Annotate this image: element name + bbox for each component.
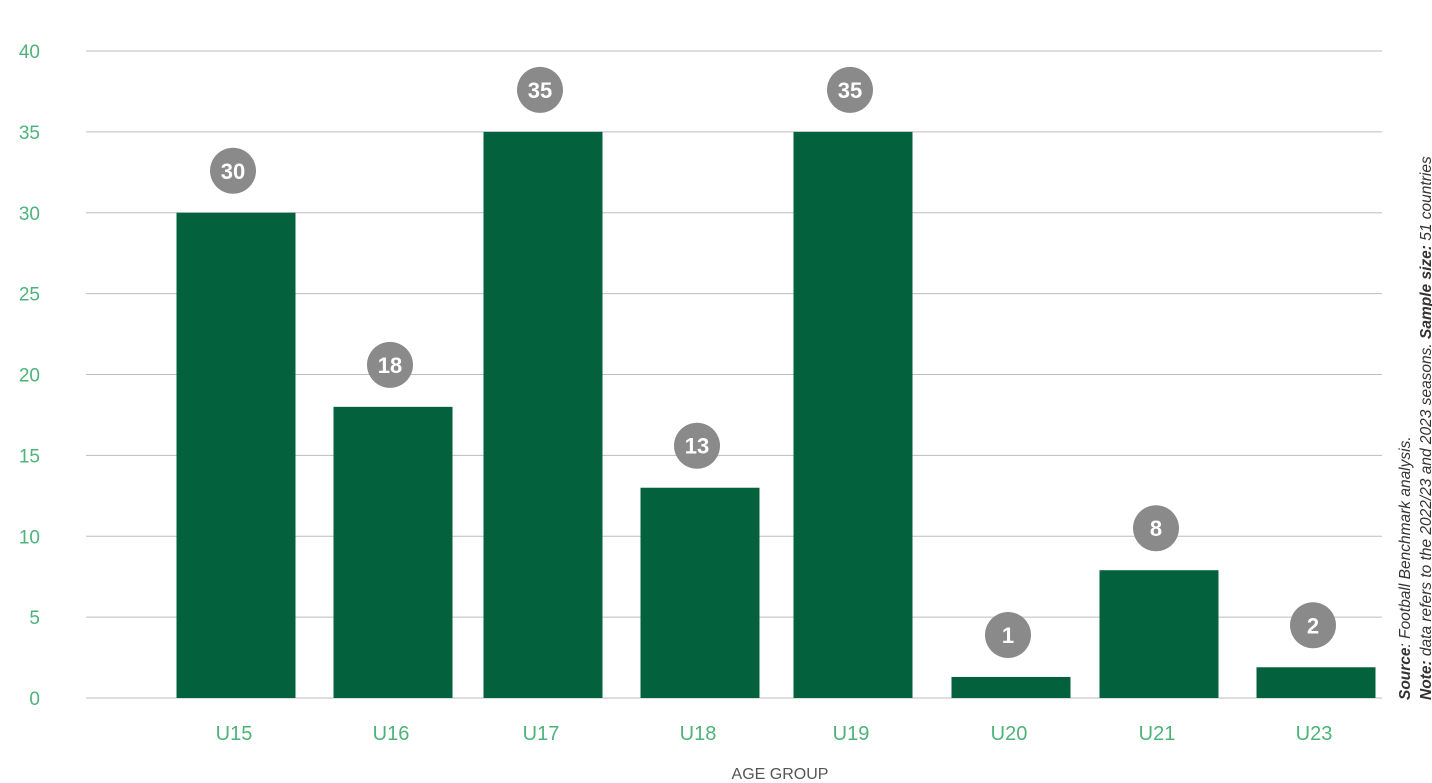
y-tick-35: 35	[19, 123, 40, 144]
x-tick-U19: U19	[833, 723, 870, 745]
data-label-bubble-U17	[517, 66, 563, 113]
y-tick-0: 0	[29, 689, 40, 710]
x-axis-tick-labels: U15 U16 U17 U18 U19 U20 U21 U23	[216, 723, 1333, 745]
data-label-value-U23: 2	[1307, 613, 1319, 638]
bars	[176, 131, 1376, 698]
data-label-value-U15: 30	[221, 159, 245, 184]
data-label-value-U17: 35	[528, 78, 552, 103]
x-tick-U15: U15	[216, 723, 253, 745]
data-label-bubble-U15	[210, 147, 256, 194]
bar-U17	[483, 131, 603, 698]
data-label-bubble-U21	[1133, 505, 1179, 552]
x-tick-U23: U23	[1296, 723, 1333, 745]
x-tick-U18: U18	[680, 723, 717, 745]
data-label-U20: 1	[985, 611, 1031, 658]
data-label-U15: 30	[210, 147, 256, 194]
data-label-bubble-U19	[827, 66, 873, 113]
data-label-bubble-U20	[985, 611, 1031, 658]
y-tick-10: 10	[19, 527, 40, 548]
data-label-U23: 2	[1290, 602, 1336, 649]
data-label-U19: 35	[827, 66, 873, 113]
data-label-bubble-U23	[1290, 602, 1336, 649]
gridlines	[86, 50, 1382, 699]
svg-text:Source: Football Benchmark ana: Source: Football Benchmark analysis.	[1397, 436, 1414, 700]
bar-U15	[176, 212, 296, 698]
data-label-value-U20: 1	[1002, 623, 1014, 648]
data-label-value-U21: 8	[1150, 516, 1162, 541]
data-label-value-U16: 18	[378, 353, 402, 378]
x-axis-title: AGE GROUP	[732, 766, 829, 783]
data-label-U17: 35	[517, 66, 563, 113]
x-tick-U21: U21	[1139, 723, 1176, 745]
data-label-U16: 18	[367, 341, 413, 388]
source-label: Source	[1397, 647, 1414, 700]
source-note: Source: Football Benchmark analysis. Not…	[1397, 156, 1432, 700]
data-label-bubble-U18	[674, 422, 720, 469]
data-label-bubble-U16	[367, 341, 413, 388]
data-label-value-U18: 13	[685, 434, 709, 459]
data-label-value-U19: 35	[838, 78, 862, 103]
note-text: data refers to the 2022/23 and 2023 seas…	[1418, 339, 1432, 660]
y-tick-40: 40	[19, 42, 40, 63]
bar-U16	[333, 406, 453, 698]
bar-U23	[1256, 667, 1376, 698]
x-tick-U20: U20	[991, 723, 1028, 745]
y-tick-5: 5	[29, 608, 40, 629]
bar-U21	[1099, 570, 1219, 698]
y-tick-30: 30	[19, 204, 40, 225]
svg-text:Note: data refers to the 2022/: Note: data refers to the 2022/23 and 202…	[1418, 156, 1432, 700]
sample-size-text: 51 countries	[1418, 156, 1432, 245]
y-tick-15: 15	[19, 446, 40, 467]
x-tick-U16: U16	[373, 723, 410, 745]
y-tick-25: 25	[19, 285, 40, 306]
data-label-U21: 8	[1133, 505, 1179, 552]
bar-U18	[640, 487, 760, 698]
x-tick-U17: U17	[523, 723, 560, 745]
source-text: : Football Benchmark analysis.	[1397, 436, 1414, 647]
bar-U20	[951, 676, 1071, 698]
y-tick-20: 20	[19, 366, 40, 387]
bar-U19	[793, 131, 913, 698]
note-label: Note:	[1418, 660, 1432, 700]
data-label-U18: 13	[674, 422, 720, 469]
y-axis-tick-labels: 0 5 10 15 20 25 30 35 40	[19, 42, 40, 710]
sample-size-label: Sample size:	[1418, 245, 1432, 339]
